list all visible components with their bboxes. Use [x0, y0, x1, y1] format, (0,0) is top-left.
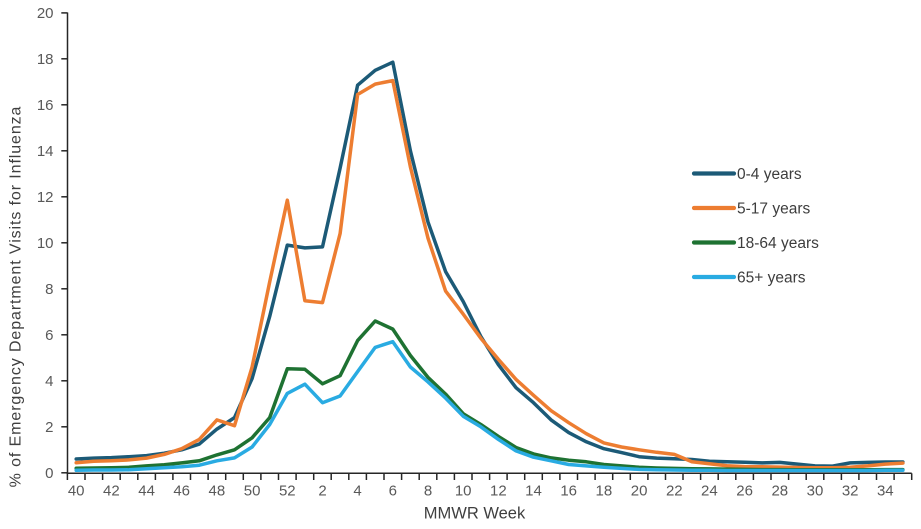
svg-text:0: 0 — [45, 465, 53, 482]
svg-text:52: 52 — [279, 483, 296, 500]
svg-text:50: 50 — [244, 483, 261, 500]
svg-text:42: 42 — [103, 483, 120, 500]
svg-text:8: 8 — [45, 281, 53, 298]
svg-text:16: 16 — [37, 97, 54, 114]
svg-text:6: 6 — [45, 327, 53, 344]
svg-text:2: 2 — [45, 419, 53, 436]
svg-text:48: 48 — [209, 483, 226, 500]
svg-text:65+ years: 65+ years — [737, 270, 806, 287]
svg-text:0-4 years: 0-4 years — [737, 166, 802, 183]
svg-text:18: 18 — [37, 51, 54, 68]
svg-text:5-17 years: 5-17 years — [737, 201, 810, 218]
svg-text:32: 32 — [842, 483, 859, 500]
svg-text:44: 44 — [138, 483, 155, 500]
svg-text:20: 20 — [631, 483, 648, 500]
svg-text:26: 26 — [736, 483, 753, 500]
svg-text:34: 34 — [877, 483, 894, 500]
svg-text:30: 30 — [807, 483, 824, 500]
svg-text:12: 12 — [37, 189, 54, 206]
svg-text:12: 12 — [490, 483, 507, 500]
svg-text:8: 8 — [424, 483, 432, 500]
svg-text:22: 22 — [666, 483, 683, 500]
svg-text:46: 46 — [173, 483, 190, 500]
svg-text:14: 14 — [525, 483, 542, 500]
svg-text:10: 10 — [455, 483, 472, 500]
svg-text:18: 18 — [596, 483, 613, 500]
svg-text:14: 14 — [37, 143, 54, 160]
svg-text:20: 20 — [37, 5, 54, 22]
svg-text:% of Emergency Department Visi: % of Emergency Department Visits for Inf… — [8, 106, 25, 488]
svg-text:16: 16 — [560, 483, 577, 500]
svg-text:MMWR Week: MMWR Week — [424, 505, 526, 523]
svg-text:6: 6 — [389, 483, 397, 500]
svg-text:4: 4 — [353, 483, 361, 500]
svg-text:40: 40 — [68, 483, 85, 500]
svg-text:10: 10 — [37, 235, 54, 252]
svg-text:28: 28 — [771, 483, 788, 500]
svg-text:2: 2 — [318, 483, 326, 500]
svg-text:4: 4 — [45, 373, 53, 390]
svg-text:18-64 years: 18-64 years — [737, 235, 819, 252]
svg-text:24: 24 — [701, 483, 718, 500]
